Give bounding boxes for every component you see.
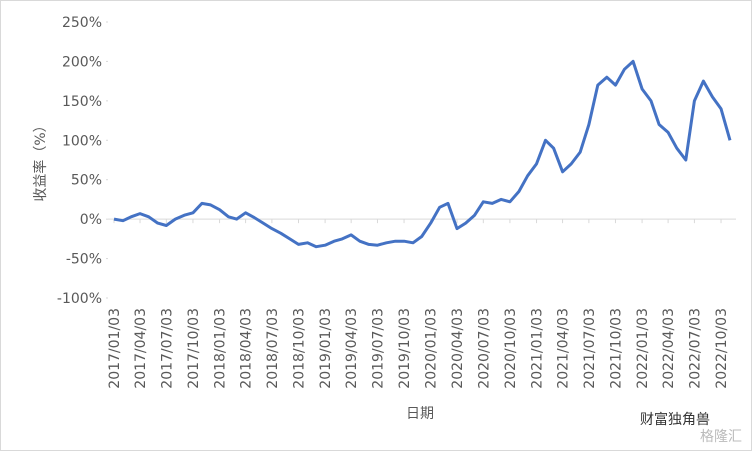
y-tick-label: 50% xyxy=(71,173,102,189)
y-tick-label: 200% xyxy=(62,54,102,70)
x-tick-label: 2019/10/03 xyxy=(397,308,413,389)
x-tick-label: 2020/10/03 xyxy=(503,308,519,389)
x-tick-label: 2018/07/03 xyxy=(265,308,281,389)
x-tick-label: 2022/07/03 xyxy=(687,308,703,389)
y-tick-label: 150% xyxy=(62,94,102,110)
x-axis-label: 日期 xyxy=(406,406,434,422)
y-tick-label: 0% xyxy=(80,212,102,228)
x-tick-label: 2017/07/03 xyxy=(159,308,175,389)
x-tick-label: 2021/10/03 xyxy=(608,308,624,389)
x-tick-label: 2017/01/03 xyxy=(107,308,123,389)
x-tick-label: 2019/01/03 xyxy=(318,308,334,389)
y-tick-label: -100% xyxy=(57,291,102,307)
x-tick-label: 2022/01/03 xyxy=(635,308,651,389)
y-tick-label: 100% xyxy=(62,133,102,149)
x-tick-label: 2017/10/03 xyxy=(186,308,202,389)
series-line xyxy=(113,59,732,249)
x-tick-label: 2020/07/03 xyxy=(476,308,492,389)
x-tick-label: 2021/07/03 xyxy=(582,308,598,389)
x-tick-label: 2022/10/03 xyxy=(714,308,730,389)
x-tick-label: 2021/04/03 xyxy=(556,308,572,389)
x-tick-label: 2018/04/03 xyxy=(239,308,255,389)
x-tick-label: 2018/01/03 xyxy=(213,308,229,389)
x-tick-label: 2022/04/03 xyxy=(661,308,677,389)
x-tick-label: 2017/04/03 xyxy=(133,308,149,389)
x-tick-label: 2020/01/03 xyxy=(424,308,440,389)
y-tick-label: -50% xyxy=(66,252,102,268)
watermark-2: 格隆汇 xyxy=(700,429,742,445)
x-tick-label: 2020/04/03 xyxy=(450,308,466,389)
x-tick-label: 2019/07/03 xyxy=(370,308,386,389)
x-tick-label: 2019/04/03 xyxy=(344,308,360,389)
y-axis-label: 收益率（%） xyxy=(32,118,49,201)
watermark: 财富独角兽 xyxy=(640,411,710,428)
x-tick-label: 2021/01/03 xyxy=(530,308,546,389)
x-tick-label: 2018/10/03 xyxy=(292,308,308,389)
y-tick-label: 250% xyxy=(62,15,102,31)
